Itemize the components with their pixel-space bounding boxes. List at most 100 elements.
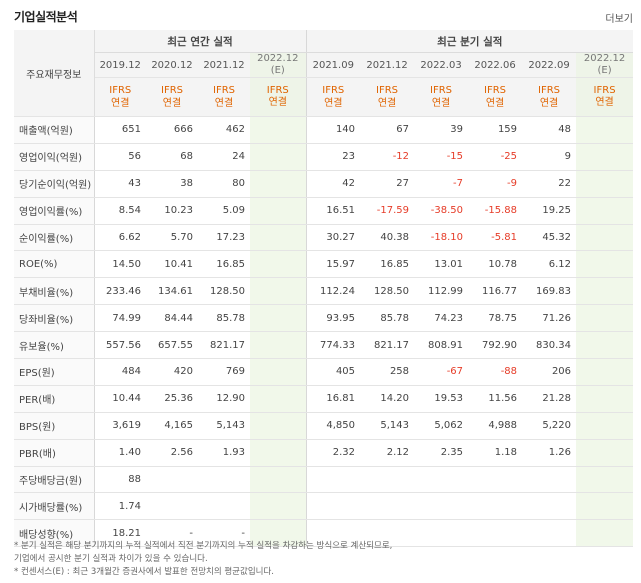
quarter-cell: 45.32 (522, 224, 577, 252)
quarter-period-header: 2022.03 (414, 52, 469, 78)
annual-cell: 4,165 (146, 412, 198, 440)
quarter-cell: -15.88 (468, 196, 523, 225)
quarter-cell: -67 (414, 358, 469, 386)
annual-cell: 80 (198, 170, 250, 198)
quarter-cell: 13.01 (414, 250, 469, 279)
quarter-cell (576, 385, 634, 413)
quarter-cell: 4,850 (305, 412, 361, 440)
quarter-cell: 11.56 (468, 385, 523, 413)
row-label: 매출액(억원) (14, 116, 94, 144)
table-row: 매출액(억원) 651 666 462 140 67 39 159 48 (14, 116, 634, 144)
annual-cell: 68 (146, 143, 198, 171)
quarter-cell: 2.35 (414, 439, 469, 467)
quarter-cell (468, 465, 523, 494)
quarter-period-header: 2021.12 (360, 52, 415, 78)
annual-cell: 128.50 (198, 277, 250, 306)
annual-cell: 657.55 (146, 331, 198, 360)
table-row: 당좌비율(%) 74.99 84.44 85.78 93.95 85.78 74.23 78.… (14, 304, 634, 333)
annual-cell (250, 412, 307, 440)
section-title: 기업실적분석 (14, 10, 78, 24)
quarter-cell: -38.50 (414, 196, 469, 225)
annual-cell: 25.36 (146, 385, 198, 413)
annual-cell: 1.40 (93, 439, 146, 467)
basis-header: IFRS 연결 (146, 77, 198, 117)
quarter-cell (576, 224, 634, 252)
quarter-cell: 19.25 (522, 196, 577, 225)
quarter-cell (576, 143, 634, 171)
table-row: 주당배당금(원) 88 (14, 465, 634, 494)
annual-cell: 1.74 (93, 492, 146, 521)
annual-cell: 10.41 (146, 250, 198, 279)
quarter-cell (576, 250, 634, 279)
annual-cell (250, 465, 307, 494)
annual-group-header: 최근 연간 실적 (93, 30, 307, 53)
footnotes: * 분기 실적은 해당 분기까지의 누적 실적에서 직전 분기까지의 누적 실적… (14, 540, 392, 579)
annual-cell: 5.09 (198, 196, 250, 225)
quarter-cell: 19.53 (414, 385, 469, 413)
quarter-cell: 808.91 (414, 331, 469, 360)
quarter-period-header: 2022.12 (E) (576, 52, 634, 78)
basis-header: IFRS 연결 (414, 77, 469, 117)
annual-cell: 420 (146, 358, 198, 386)
quarter-cell: 16.51 (305, 196, 361, 225)
quarter-cell: 16.85 (360, 250, 415, 279)
quarter-cell: 830.34 (522, 331, 577, 360)
quarter-cell: 27 (360, 170, 415, 198)
annual-cell: 134.61 (146, 277, 198, 306)
annual-cell: 651 (93, 116, 146, 144)
quarter-cell: 10.78 (468, 250, 523, 279)
annual-cell: 3,619 (93, 412, 146, 440)
annual-cell: 24 (198, 143, 250, 171)
quarter-cell (576, 519, 634, 548)
quarter-cell: 5,220 (522, 412, 577, 440)
row-label: 영업이익률(%) (14, 196, 94, 225)
annual-cell (250, 519, 307, 548)
basis-header: IFRS 연결 (198, 77, 250, 117)
quarter-cell: 792.90 (468, 331, 523, 360)
quarter-cell (576, 465, 634, 494)
row-label: PBR(배) (14, 439, 94, 467)
quarter-cell (576, 412, 634, 440)
table-row: BPS(원) 3,619 4,165 5,143 4,850 5,143 5,062 4,98… (14, 412, 634, 440)
quarter-cell: 23 (305, 143, 361, 171)
quarter-cell: 78.75 (468, 304, 523, 333)
table-row: 부채비율(%) 233.46 134.61 128.50 112.24 128.50 112… (14, 277, 634, 306)
table-row: 유보율(%) 557.56 657.55 821.17 774.33 821.17 808.… (14, 331, 634, 360)
quarter-cell (576, 331, 634, 360)
quarter-cell: 1.26 (522, 439, 577, 467)
quarter-cell: 206 (522, 358, 577, 386)
table-row: 시가배당률(%) 1.74 (14, 492, 634, 521)
quarter-cell: -15 (414, 143, 469, 171)
row-label: 당좌비율(%) (14, 304, 94, 333)
annual-cell (250, 331, 307, 360)
quarter-cell (414, 519, 469, 548)
quarter-cell: 5,062 (414, 412, 469, 440)
annual-cell (250, 358, 307, 386)
quarter-cell: 85.78 (360, 304, 415, 333)
quarter-cell (360, 465, 415, 494)
section-header: 기업실적분석 더보기 (14, 6, 633, 28)
annual-cell (198, 465, 250, 494)
annual-cell (250, 224, 307, 252)
quarter-cell: -5.81 (468, 224, 523, 252)
quarter-cell (468, 519, 523, 548)
quarter-cell: 112.99 (414, 277, 469, 306)
quarter-group-header: 최근 분기 실적 (305, 30, 634, 53)
annual-cell: 5,143 (198, 412, 250, 440)
annual-cell: 821.17 (198, 331, 250, 360)
annual-cell: 666 (146, 116, 198, 144)
annual-cell: 12.90 (198, 385, 250, 413)
quarter-cell (414, 492, 469, 521)
quarter-cell: 42 (305, 170, 361, 198)
annual-cell (250, 492, 307, 521)
basis-header: IFRS 연결 (522, 77, 577, 117)
quarter-cell (576, 358, 634, 386)
annual-cell: 16.85 (198, 250, 250, 279)
annual-cell (198, 492, 250, 521)
basis-header: IFRS 연결 (576, 77, 634, 117)
more-link[interactable]: 더보기 (605, 14, 633, 25)
quarter-cell (360, 492, 415, 521)
quarter-cell: 1.18 (468, 439, 523, 467)
footnote-line: * 컨센서스(E) : 최근 3개월간 증권사에서 발표한 전망치의 평균값입니… (14, 567, 274, 577)
quarter-cell: -88 (468, 358, 523, 386)
